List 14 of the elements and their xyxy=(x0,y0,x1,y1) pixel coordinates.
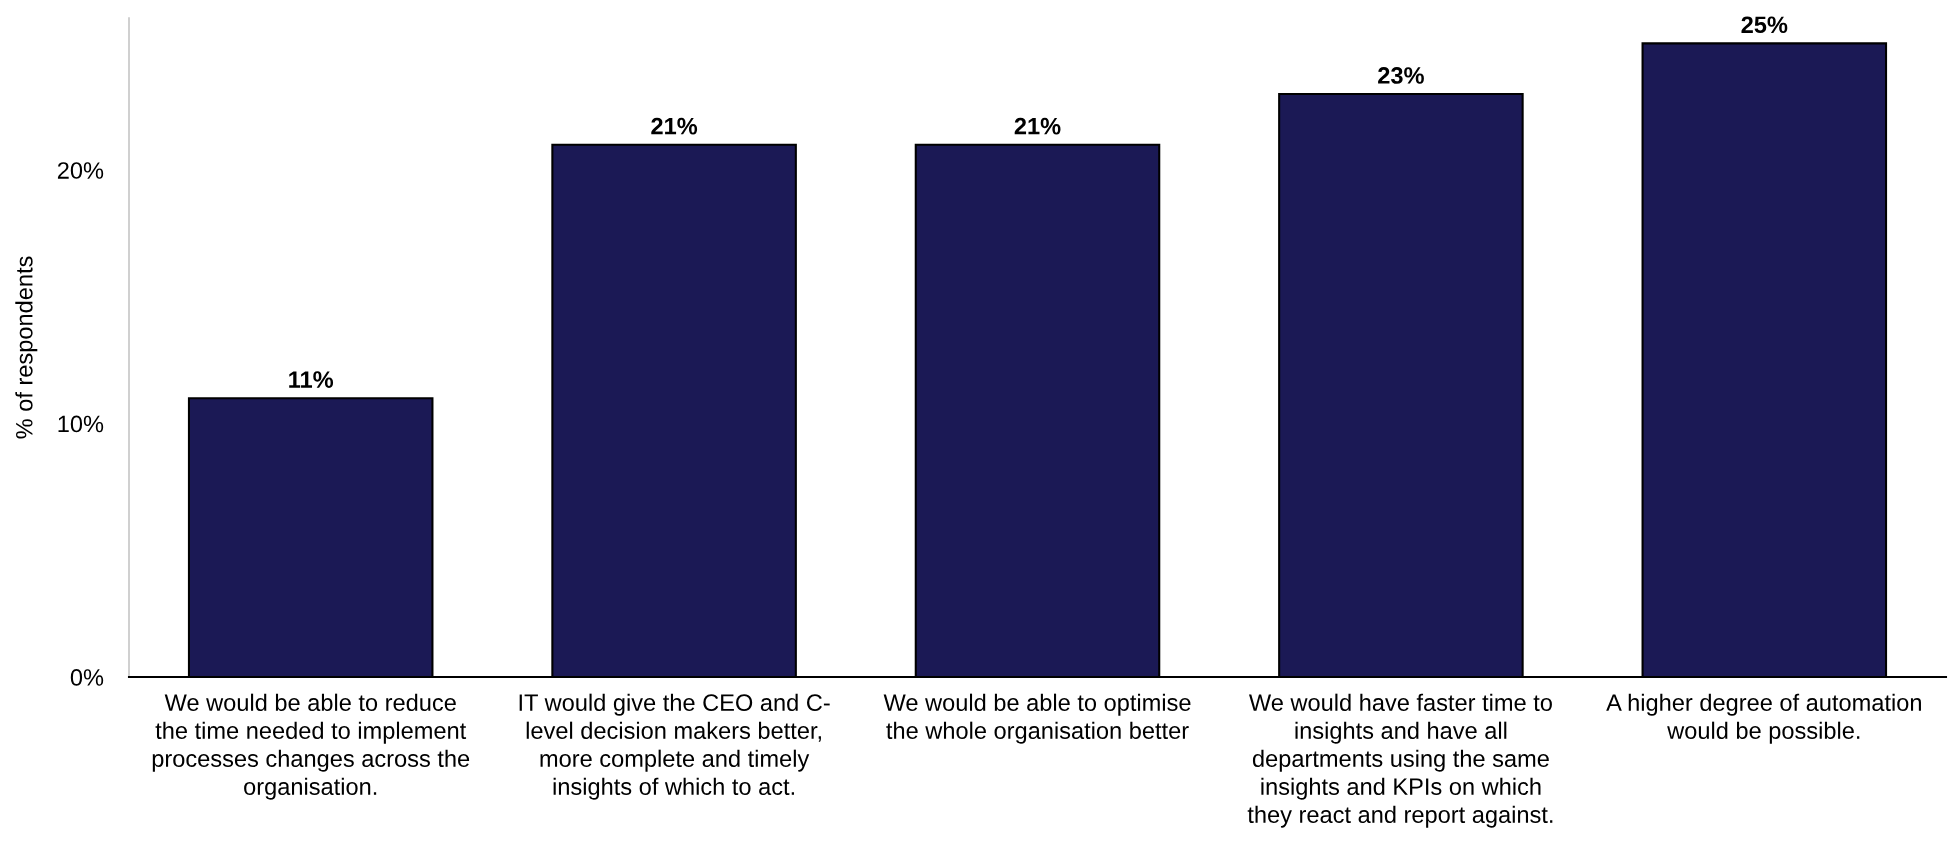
data-label: 21% xyxy=(651,117,698,135)
y-tick-label: 0% xyxy=(70,669,104,686)
data-label: 23% xyxy=(1378,67,1424,84)
x-tick-label: A higher degree of automation would be possible. xyxy=(1606,693,1921,744)
data-label: 21% xyxy=(1014,117,1061,135)
x-tick-label: We would be able to reduce the time needed to implement processes changes across the organisation. xyxy=(152,693,470,800)
x-tick-label: We would have faster time to insights and have all departments using the same insights and KPIs on which they react and report against. xyxy=(1247,693,1553,828)
x-tick-label: IT would give the CEO and C- level decision makers better, more complete and timely insights of which to act. xyxy=(519,693,830,800)
data-label: 11% xyxy=(289,371,334,388)
x-tick-label: We would be able to optimise the whole organisation better xyxy=(883,693,1191,744)
y-axis-title: % of respondents xyxy=(15,256,38,439)
y-tick-label: 20% xyxy=(57,162,104,179)
y-tick-label: 10% xyxy=(58,415,104,433)
data-label: 25% xyxy=(1741,16,1788,34)
